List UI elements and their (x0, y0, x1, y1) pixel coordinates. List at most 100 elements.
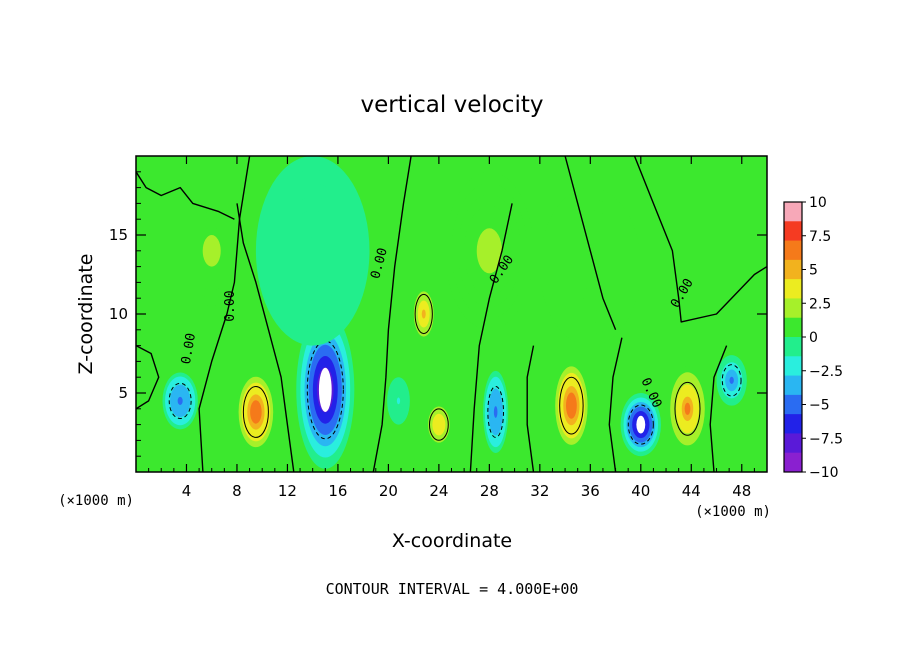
colorbar: 10 7.5 5 2.5 0 −2.5 −5 −7.5 −10 (783, 195, 843, 481)
velocity-cell (552, 359, 591, 452)
y-axis-unit: (×1000 m) (58, 493, 134, 509)
velocity-cell (162, 372, 198, 430)
x-tick-label: 16 (328, 482, 347, 500)
velocity-band (253, 406, 259, 418)
y-tick-label: 10 (109, 305, 128, 323)
velocity-band (684, 402, 691, 415)
zero-contour-line (633, 156, 767, 323)
x-axis-label: X-coordinate (392, 530, 512, 552)
colorbar-segment (784, 394, 802, 415)
x-tick-label: 36 (581, 482, 600, 500)
x-tick-label: 48 (732, 482, 751, 500)
contour-ring (721, 364, 742, 397)
colorbar-segment (784, 414, 802, 434)
x-tick-label: 4 (182, 482, 192, 500)
colorbar-label: 10 (809, 195, 827, 211)
colorbar-segment (784, 317, 802, 338)
contour-ring (627, 404, 654, 445)
velocity-cell (539, 187, 641, 346)
velocity-field (162, 156, 747, 469)
x-tick-label: 40 (631, 482, 650, 500)
colorbar-segment (784, 259, 802, 280)
zero-contour-line (136, 171, 235, 220)
x-tick-label: 8 (232, 482, 242, 500)
x-axis-unit: (×1000 m) (695, 504, 771, 520)
zero-contour-line (709, 345, 728, 472)
colorbar-label: 0 (809, 330, 818, 346)
velocity-cell (620, 393, 661, 457)
colorbar-segment (784, 375, 802, 396)
zero-contour-line (469, 203, 513, 472)
contour-ring (306, 340, 344, 440)
contour-ring (168, 382, 192, 420)
contour-interval-note: CONTOUR INTERVAL = 4.000E+00 (326, 580, 579, 598)
x-tick-label: 28 (480, 482, 499, 500)
colorbar-segment (784, 356, 802, 377)
colorbar-label: 2.5 (809, 296, 831, 312)
y-tick-label: 5 (118, 384, 128, 402)
colorbar-segment (784, 279, 802, 299)
x-tick-label: 44 (682, 482, 701, 500)
colorbar-label: 5 (809, 263, 818, 279)
contour-ring (428, 408, 449, 441)
velocity-band (421, 309, 426, 319)
contour-label: 0.00 (179, 332, 199, 365)
velocity-cell (387, 377, 410, 425)
colorbar-label: −7.5 (809, 431, 843, 447)
velocity-cell (667, 366, 708, 452)
velocity-band (568, 399, 575, 413)
y-axis-label: Z-coordinate (75, 254, 97, 375)
velocity-cell (235, 370, 277, 454)
zero-contour-line (136, 344, 160, 410)
chart-title: vertical velocity (361, 92, 544, 118)
plot-area: 0.000.000.00 0.000.000.00 4 8 12 16 20 24 28 32 3… (109, 155, 768, 500)
colorbar-segment (784, 337, 802, 357)
y-tick-label: 15 (109, 226, 128, 244)
contour-ring (559, 376, 584, 435)
velocity-band (483, 239, 496, 263)
velocity-band (304, 237, 321, 265)
velocity-band (177, 396, 183, 405)
contour-ring (414, 293, 433, 335)
velocity-band (583, 255, 598, 278)
contour-label: 0.00 (223, 290, 238, 321)
colorbar-label: −5 (809, 398, 830, 414)
colorbar-segment (784, 452, 802, 473)
velocity-cell (296, 310, 355, 469)
zero-contour-line (372, 156, 412, 472)
velocity-band (436, 420, 442, 429)
contour-ring (242, 385, 269, 438)
colorbar-segment (784, 433, 802, 454)
colorbar-label: −10 (809, 465, 839, 481)
velocity-cell (180, 195, 244, 307)
contour-ring (487, 385, 504, 438)
colorbar-segment (784, 221, 802, 242)
velocity-core (318, 367, 332, 412)
x-tick-label: 24 (429, 482, 448, 500)
velocity-band (396, 397, 401, 405)
velocity-cell (445, 171, 534, 330)
velocity-band (729, 376, 734, 384)
zero-contour-line (608, 337, 623, 472)
colorbar-label: 7.5 (809, 229, 831, 245)
x-tick-label: 20 (379, 482, 398, 500)
colorbar-label: −2.5 (809, 364, 843, 380)
x-tick-label: 12 (278, 482, 297, 500)
velocity-band (493, 406, 498, 418)
velocity-cell (483, 370, 509, 454)
velocity-band (207, 242, 217, 259)
x-tick-label: 32 (530, 482, 549, 500)
zero-contour-line (564, 156, 617, 331)
colorbar-segment (784, 202, 802, 222)
velocity-cell (716, 355, 747, 406)
zero-contour-line (526, 345, 535, 472)
zero-contour-line (236, 203, 295, 472)
colorbar-segment (784, 298, 802, 319)
velocity-core (636, 415, 646, 434)
zero-contours (136, 156, 767, 472)
velocity-cell (409, 282, 438, 346)
velocity-cell (255, 156, 370, 346)
colorbar-segment (784, 240, 802, 261)
